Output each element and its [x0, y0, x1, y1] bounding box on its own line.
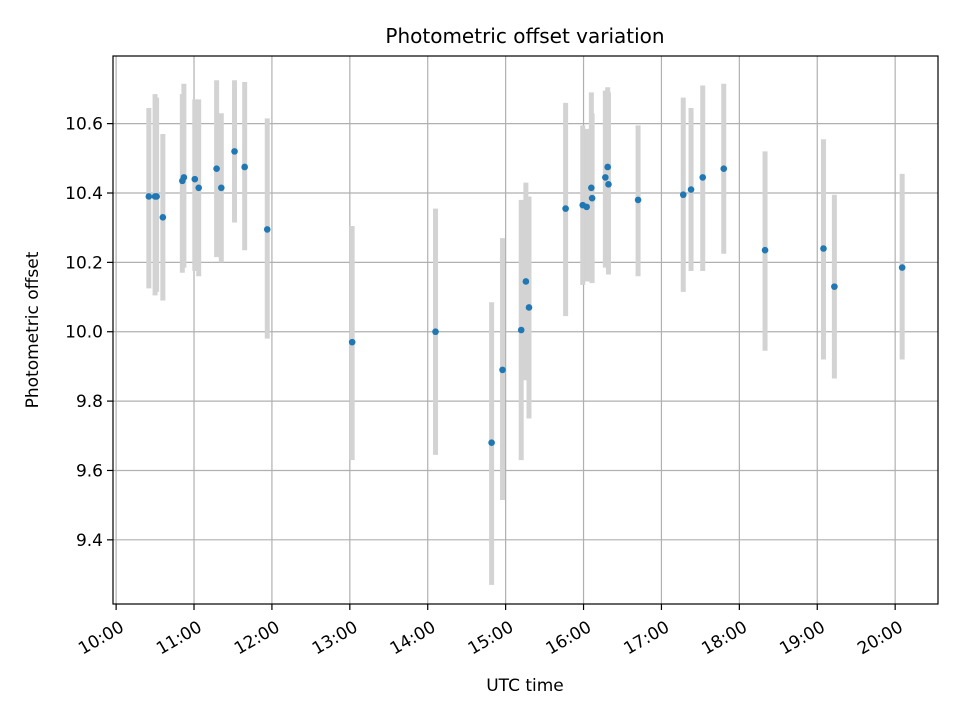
y-tick-label: 10.0	[65, 323, 103, 343]
x-axis-title: UTC time	[486, 676, 564, 696]
data-point	[153, 193, 160, 200]
data-point	[488, 439, 495, 447]
y-tick-label: 10.2	[65, 253, 103, 273]
data-point	[588, 194, 596, 202]
data-point	[687, 186, 695, 193]
data-point	[517, 326, 525, 334]
point-layer	[145, 148, 906, 447]
data-point	[831, 283, 838, 290]
data-point	[499, 366, 506, 374]
plot-frame	[112, 55, 939, 605]
data-point	[432, 328, 439, 336]
y-tick-label: 10.4	[65, 184, 103, 204]
data-point	[191, 175, 199, 183]
y-tick-label: 10.6	[65, 115, 103, 135]
y-tick-label: 9.8	[76, 392, 103, 412]
data-point	[522, 278, 530, 285]
data-point	[195, 184, 202, 192]
data-point	[583, 203, 590, 211]
data-point	[241, 163, 248, 171]
data-point	[820, 245, 827, 252]
data-point	[145, 193, 153, 200]
data-point	[602, 174, 609, 181]
data-point	[605, 181, 612, 188]
data-point	[217, 184, 225, 192]
data-point	[525, 304, 533, 311]
y-tick-label: 9.6	[76, 461, 103, 481]
y-axis-title: Photometric offset	[23, 251, 43, 408]
y-tick-label: 9.4	[76, 531, 103, 551]
data-point	[180, 174, 188, 181]
data-point	[679, 191, 687, 199]
data-point	[588, 184, 595, 192]
data-point	[699, 174, 707, 181]
data-point	[898, 264, 906, 271]
data-point	[604, 163, 611, 171]
data-point	[159, 213, 167, 221]
data-point	[634, 196, 642, 204]
data-point	[761, 246, 769, 254]
data-point	[562, 205, 569, 212]
data-point	[231, 148, 238, 155]
data-point	[348, 338, 356, 346]
data-point	[263, 226, 271, 233]
data-point	[213, 165, 220, 173]
data-point	[720, 165, 728, 173]
chart-title: Photometric offset variation	[385, 24, 664, 48]
